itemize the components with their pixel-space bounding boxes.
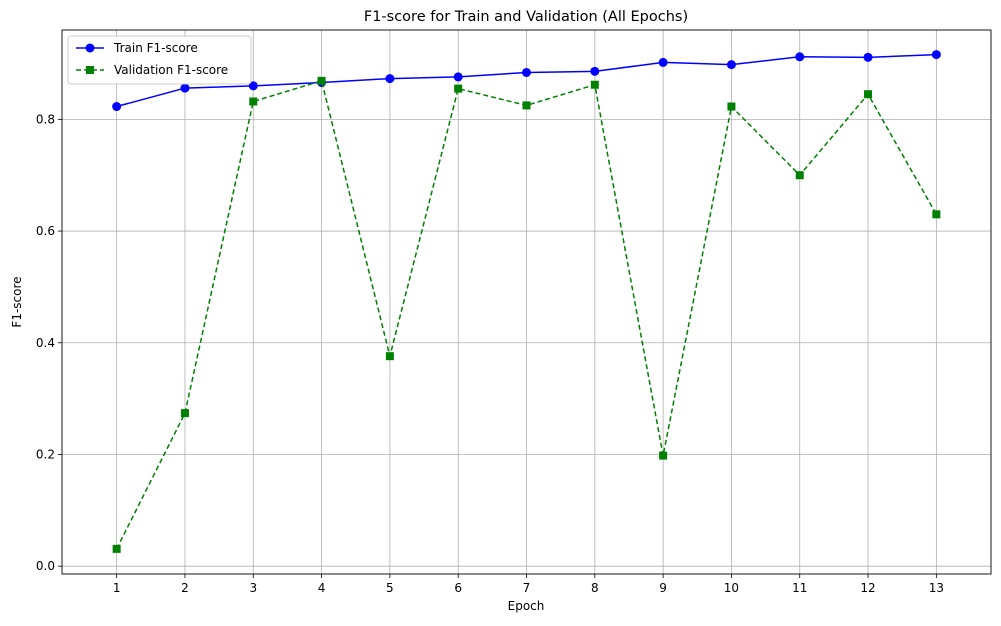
x-tick-label: 10 bbox=[724, 581, 739, 595]
x-tick-label: 9 bbox=[659, 581, 667, 595]
x-tick-label: 6 bbox=[454, 581, 462, 595]
x-tick-label: 13 bbox=[929, 581, 944, 595]
grid bbox=[62, 30, 991, 574]
x-tick-label: 4 bbox=[318, 581, 326, 595]
validation-point bbox=[180, 409, 189, 418]
x-tick-label: 12 bbox=[860, 581, 875, 595]
validation-point bbox=[932, 210, 941, 219]
validation-point bbox=[385, 352, 394, 361]
train-point bbox=[658, 57, 668, 67]
train-point bbox=[863, 52, 873, 62]
train-point bbox=[248, 81, 258, 91]
train-point bbox=[522, 67, 531, 77]
validation-point bbox=[249, 97, 258, 106]
y-tick-label: 0.6 bbox=[36, 224, 55, 238]
x-tick-label: 5 bbox=[386, 581, 394, 595]
validation-point bbox=[454, 84, 463, 93]
x-axis-label: Epoch bbox=[508, 599, 545, 613]
x-tick-label: 3 bbox=[249, 581, 257, 595]
y-axis-ticks: 0.0 0.2 0.4 0.6 0.8 bbox=[36, 112, 62, 573]
validation-point bbox=[317, 76, 326, 85]
train-point bbox=[931, 50, 941, 60]
train-point bbox=[590, 66, 600, 76]
x-tick-label: 11 bbox=[792, 581, 807, 595]
legend-validation-label: Validation F1-score bbox=[114, 63, 228, 77]
x-tick-label: 7 bbox=[523, 581, 531, 595]
train-point bbox=[385, 74, 395, 84]
train-point bbox=[453, 72, 463, 82]
legend-train-label: Train F1-score bbox=[113, 41, 198, 55]
x-tick-label: 2 bbox=[181, 581, 189, 595]
validation-point bbox=[590, 80, 599, 89]
y-axis-label: F1-score bbox=[10, 276, 24, 327]
y-tick-label: 0.0 bbox=[36, 559, 55, 573]
train-point bbox=[112, 102, 122, 112]
train-point bbox=[726, 60, 736, 70]
validation-point bbox=[795, 171, 804, 180]
legend-box bbox=[67, 35, 252, 85]
y-tick-label: 0.2 bbox=[36, 447, 55, 461]
series-group bbox=[112, 50, 941, 553]
train-point bbox=[180, 83, 190, 93]
legend: Train F1-score Validation F1-score bbox=[67, 35, 252, 85]
y-tick-label: 0.4 bbox=[36, 336, 55, 350]
train-point bbox=[795, 52, 805, 62]
validation-point bbox=[659, 451, 668, 460]
y-tick-label: 0.8 bbox=[36, 112, 55, 126]
chart-title: F1-score for Train and Validation (All E… bbox=[364, 9, 688, 25]
x-axis-ticks: 1 2 3 4 5 6 7 8 9 10 11 12 13 bbox=[113, 574, 944, 595]
validation-point bbox=[727, 102, 736, 111]
validation-point bbox=[522, 101, 531, 110]
legend-train-marker bbox=[85, 43, 95, 53]
legend-validation-marker bbox=[86, 66, 94, 74]
validation-point bbox=[112, 544, 121, 553]
x-tick-label: 8 bbox=[591, 581, 599, 595]
validation-point bbox=[864, 90, 873, 99]
x-tick-label: 1 bbox=[113, 581, 121, 595]
